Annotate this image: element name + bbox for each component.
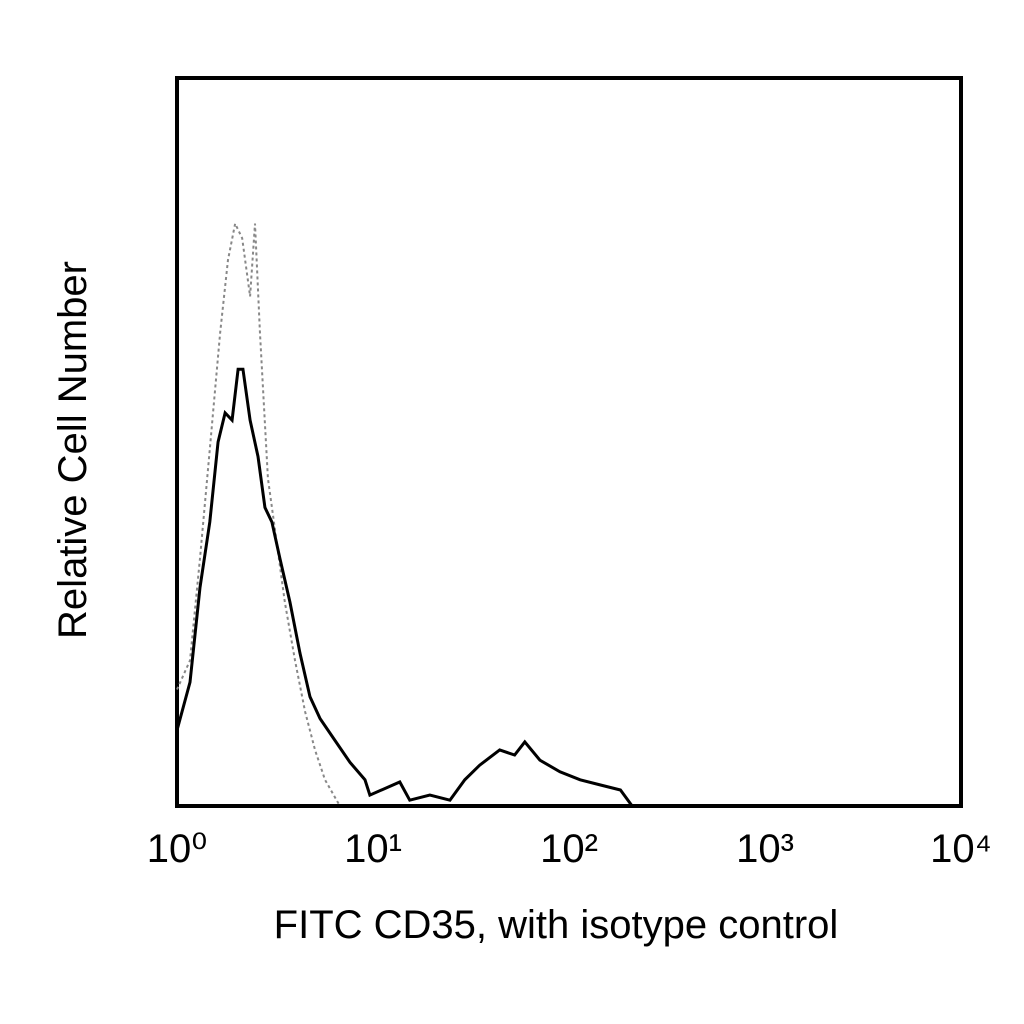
histogram-line	[176, 220, 341, 807]
y-axis-label: Relative Cell Number	[51, 261, 95, 639]
plot-frame	[175, 76, 963, 808]
x-axis-label: FITC CD35, with isotype control	[274, 903, 839, 947]
histogram-line	[175, 367, 634, 807]
x-tick-label: 10⁰	[147, 827, 208, 871]
x-tick-label: 10²	[540, 827, 598, 871]
x-tick-label: 10⁴	[930, 827, 992, 871]
x-tick-label: 10³	[736, 827, 794, 871]
x-tick-label: 10¹	[344, 827, 402, 871]
